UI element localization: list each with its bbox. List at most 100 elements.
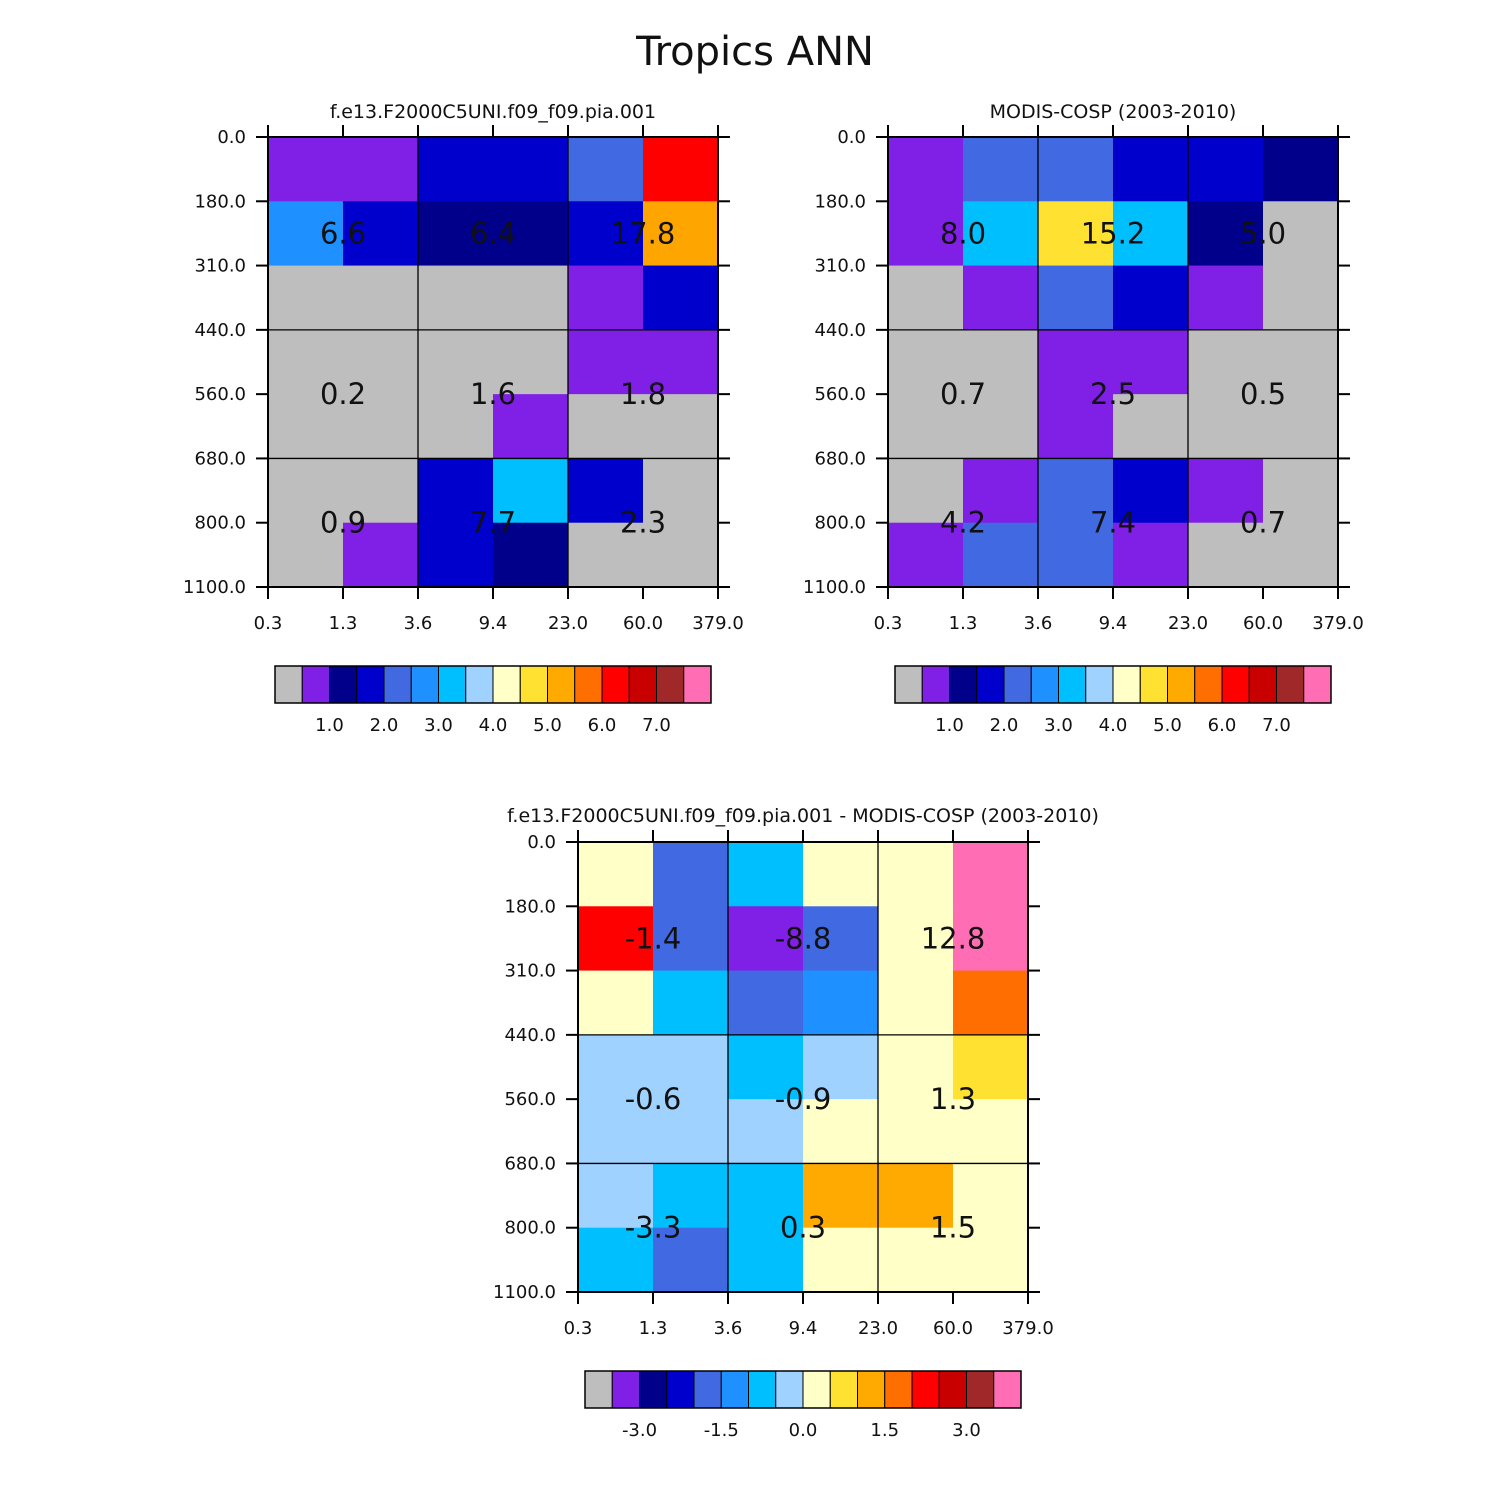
colorbar-swatch <box>356 665 385 704</box>
heatmap-cell <box>728 906 804 972</box>
heatmap-cell <box>1188 329 1264 395</box>
heatmap-cell <box>568 458 644 524</box>
cell-value-label: 5.0 <box>1240 216 1286 250</box>
colorbar-label: 3.0 <box>952 1420 981 1441</box>
colorbar-swatch <box>1085 665 1114 704</box>
y-tick-label: 310.0 <box>504 961 556 982</box>
heatmap-cell <box>878 1227 954 1293</box>
heatmap-cell <box>268 265 344 331</box>
cell-value-label: 0.7 <box>940 377 986 411</box>
heatmap-cell <box>643 329 719 395</box>
colorbar-swatch <box>666 1370 695 1409</box>
cell-value-label: -3.3 <box>625 1211 682 1245</box>
heatmap-cell <box>803 1227 879 1293</box>
y-tick-label: 180.0 <box>814 191 866 212</box>
cell-value-label: 7.7 <box>470 506 516 540</box>
heatmap-cell <box>1113 458 1189 524</box>
y-tick-label: 1100.0 <box>183 577 246 598</box>
x-tick-label: 0.3 <box>254 613 283 634</box>
heatmap-cell <box>653 906 729 972</box>
heatmap-cell <box>888 329 964 395</box>
y-tick-label: 0.0 <box>837 127 866 148</box>
heatmap-cell <box>1038 201 1114 267</box>
heatmap-cell <box>343 458 419 524</box>
figure-title: Tropics ANN <box>635 29 874 75</box>
heatmap-cell <box>953 906 1029 972</box>
heatmap-cell <box>493 458 569 524</box>
y-tick-label: 800.0 <box>194 513 246 534</box>
y-tick-label: 560.0 <box>504 1089 556 1110</box>
x-tick-label: 379.0 <box>692 613 744 634</box>
colorbar-label: 1.0 <box>315 715 344 736</box>
colorbar-label: 4.0 <box>1099 715 1128 736</box>
heatmap-cell <box>568 394 644 460</box>
heatmap-cell <box>653 1099 729 1165</box>
heatmap-cell <box>1188 201 1264 267</box>
cell-value-label: 0.5 <box>1240 377 1286 411</box>
heatmap-cell <box>653 1163 729 1229</box>
colorbar-swatch <box>1112 665 1141 704</box>
heatmap-cell <box>1113 265 1189 331</box>
colorbar-swatch <box>656 665 685 704</box>
heatmap-cell <box>878 1099 954 1165</box>
cell-value-label: 17.8 <box>611 216 676 250</box>
y-tick-label: 0.0 <box>527 832 556 853</box>
colorbar-swatch <box>1303 665 1332 704</box>
heatmap-cell <box>418 458 494 524</box>
colorbar-swatch <box>748 1370 777 1409</box>
heatmap-cell <box>418 137 494 202</box>
heatmap-cell <box>803 970 879 1036</box>
heatmap-cell <box>418 394 494 460</box>
colorbar-swatch <box>829 1370 858 1409</box>
heatmap-cell <box>888 201 964 267</box>
heatmap-cell <box>568 329 644 395</box>
y-tick-label: 680.0 <box>814 448 866 469</box>
heatmap-cell <box>653 1034 729 1100</box>
heatmap-cell <box>268 329 344 395</box>
colorbar-label: 2.0 <box>990 715 1019 736</box>
colorbar-swatch <box>410 665 439 704</box>
heatmap-cell <box>1188 394 1264 460</box>
heatmap-cell <box>1188 265 1264 331</box>
colorbar-swatch <box>802 1370 831 1409</box>
heatmap-cell <box>953 1227 1029 1293</box>
x-tick-label: 60.0 <box>933 1318 973 1339</box>
x-tick-label: 60.0 <box>623 613 663 634</box>
heatmap-cell <box>1038 458 1114 524</box>
colorbar-label: 6.0 <box>1208 715 1237 736</box>
heatmap-cell <box>728 1034 804 1100</box>
heatmap-cell <box>268 394 344 460</box>
colorbar-swatch <box>574 665 603 704</box>
colorbar-label: -3.0 <box>622 1420 657 1441</box>
colorbar-label: 5.0 <box>1153 715 1182 736</box>
cell-value-label: -0.9 <box>775 1082 832 1116</box>
heatmap-cell <box>493 394 569 460</box>
x-tick-label: 23.0 <box>1168 613 1208 634</box>
cell-value-label: 0.7 <box>1240 506 1286 540</box>
x-tick-label: 1.3 <box>329 613 358 634</box>
heatmap-cell <box>1038 329 1114 395</box>
heatmap-cell <box>963 265 1039 331</box>
heatmap-cell <box>953 1099 1029 1165</box>
heatmap-cell <box>1038 522 1114 588</box>
colorbar-swatch <box>1139 665 1168 704</box>
heatmap-cell <box>493 329 569 395</box>
heatmap-cell <box>643 265 719 331</box>
heatmap-cell <box>1113 137 1189 202</box>
x-tick-label: 9.4 <box>789 1318 818 1339</box>
cell-value-label: 12.8 <box>921 921 986 955</box>
heatmap-panel: MODIS-COSP (2003-2010) 8.0 15.2 5.0 0.7 2.5 0.… <box>803 101 1364 736</box>
cell-value-label: 4.2 <box>940 506 986 540</box>
y-tick-label: 560.0 <box>814 384 866 405</box>
colorbar-swatch <box>775 1370 804 1409</box>
heatmap-cell <box>1263 394 1339 460</box>
y-tick-label: 680.0 <box>194 448 246 469</box>
panels-layer: f.e13.F2000C5UNI.f09_f09.pia.001 6.6 6.4 17… <box>183 101 1364 1441</box>
colorbar-frame <box>584 1370 1022 1409</box>
heatmap-cell <box>963 522 1039 588</box>
heatmap-cell <box>418 201 494 267</box>
heatmap-cell <box>1188 137 1264 202</box>
x-tick-label: 379.0 <box>1002 1318 1054 1339</box>
colorbar-swatch <box>601 665 630 704</box>
heatmap-cell <box>728 1099 804 1165</box>
